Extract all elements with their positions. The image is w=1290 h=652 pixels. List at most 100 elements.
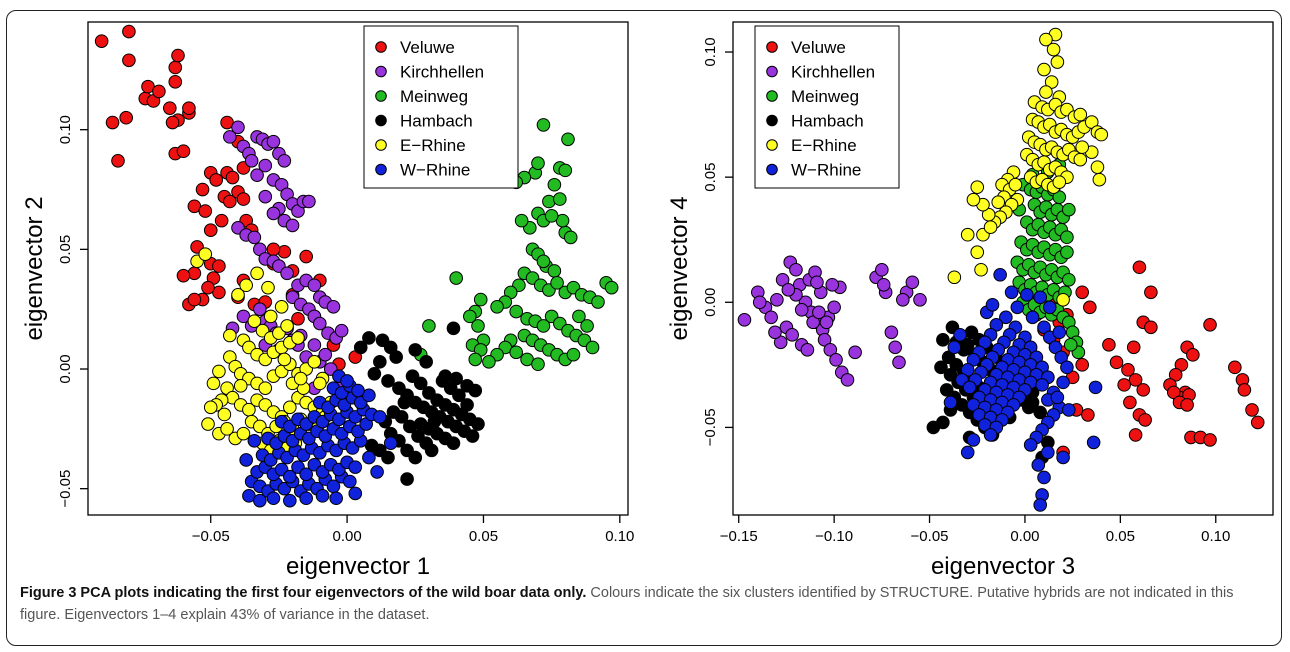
data-point-e-rhine: [274, 299, 289, 314]
y-tick-label: −0.05: [702, 408, 719, 446]
data-point-w-rhine: [239, 453, 253, 467]
data-point-e-rhine: [293, 371, 308, 386]
caption-label: Figure 3 PCA plots indicating the first …: [20, 585, 587, 601]
data-point-veluwe: [1228, 360, 1242, 375]
x-tick-label: 0.05: [469, 528, 498, 545]
data-point-e-rhine: [960, 227, 975, 242]
data-point-e-rhine: [1039, 32, 1053, 47]
data-point-w-rhine: [1010, 300, 1025, 315]
data-point-e-rhine: [1090, 160, 1105, 174]
data-point-w-rhine: [1052, 325, 1067, 340]
legend-label-kirchhellen: Kirchhellen: [791, 63, 875, 82]
data-point-hambach: [419, 355, 433, 369]
data-point-veluwe: [198, 204, 213, 218]
data-point-kirchhellen: [231, 120, 245, 135]
data-point-w-rhine: [1031, 458, 1046, 472]
data-point-e-rhine: [1073, 107, 1088, 122]
data-point-meinweg: [1060, 230, 1074, 245]
legend-label-w-rhine: W−Rhine: [791, 161, 861, 180]
data-point-kirchhellen: [829, 353, 843, 367]
data-point-w-rhine: [383, 436, 398, 451]
data-point-e-rhine: [201, 417, 215, 431]
data-point-meinweg: [1060, 245, 1074, 260]
data-point-veluwe: [1083, 300, 1097, 315]
data-point-e-rhine: [1008, 177, 1023, 192]
data-point-w-rhine: [1050, 390, 1065, 405]
data-point-e-rhine: [983, 220, 998, 235]
data-point-veluwe: [1237, 383, 1252, 397]
data-point-w-rhine: [299, 467, 313, 482]
data-point-kirchhellen: [737, 313, 752, 327]
data-point-kirchhellen: [896, 292, 910, 307]
data-point-veluwe: [165, 115, 180, 130]
data-point-veluwe: [111, 154, 125, 168]
data-point-veluwe: [1245, 403, 1259, 417]
data-point-kirchhellen: [313, 316, 327, 331]
data-point-hambach: [381, 450, 395, 465]
series-kirchhellen: [737, 255, 927, 387]
data-point-kirchhellen: [785, 328, 799, 342]
data-point-e-rhine: [217, 407, 232, 422]
data-point-hambach: [367, 367, 382, 381]
data-point-w-rhine: [1037, 470, 1051, 485]
data-point-e-rhine: [966, 192, 981, 207]
data-point-veluwe: [1174, 358, 1189, 372]
data-point-veluwe: [1109, 355, 1124, 370]
figure-caption: Figure 3 PCA plots indicating the first …: [20, 582, 1270, 626]
x-tick-label: 0.10: [605, 528, 634, 545]
data-point-hambach: [1025, 395, 1040, 410]
data-point-hambach: [926, 420, 941, 435]
data-point-hambach: [452, 388, 466, 403]
data-point-veluwe: [1121, 363, 1135, 377]
data-point-veluwe: [105, 115, 120, 130]
legend-marker-e-rhine: [766, 139, 778, 151]
data-point-hambach: [405, 369, 420, 383]
legend-marker-meinweg: [766, 90, 778, 102]
data-point-kirchhellen: [876, 277, 891, 292]
data-point-e-rhine: [974, 262, 988, 277]
data-point-w-rhine: [1004, 285, 1019, 300]
data-point-hambach: [362, 331, 376, 345]
data-point-kirchhellen: [307, 338, 322, 352]
data-point-e-rhine: [1075, 140, 1089, 154]
y-axis-title: eigenvector 4: [666, 196, 693, 340]
data-point-meinweg: [585, 340, 600, 355]
data-point-meinweg: [422, 319, 436, 333]
data-point-hambach: [465, 429, 480, 443]
data-point-e-rhine: [261, 280, 275, 295]
data-point-w-rhine: [1041, 445, 1055, 460]
x-tick-label: −0.05: [192, 528, 230, 545]
y-axis-title: eigenvector 2: [21, 196, 48, 340]
data-point-hambach: [373, 355, 387, 369]
y-tick-label: 0.05: [702, 163, 719, 192]
legend-marker-hambach: [375, 114, 387, 127]
data-point-veluwe: [152, 84, 166, 99]
data-point-w-rhine: [953, 328, 967, 342]
data-point-kirchhellen: [764, 310, 778, 325]
data-point-kirchhellen: [789, 262, 803, 277]
data-point-veluwe: [223, 194, 237, 209]
data-point-e-rhine: [198, 247, 213, 261]
series-w-rhine: [239, 369, 398, 508]
data-point-w-rhine: [1062, 403, 1076, 417]
data-point-veluwe: [119, 110, 133, 125]
data-point-e-rhine: [212, 364, 226, 379]
data-point-veluwe: [1168, 368, 1183, 382]
data-point-veluwe: [212, 259, 226, 273]
data-point-kirchhellen: [266, 134, 281, 149]
data-point-hambach: [1033, 405, 1048, 420]
data-point-veluwe: [122, 53, 136, 68]
data-point-w-rhine: [978, 335, 992, 350]
data-point-kirchhellen: [277, 154, 292, 168]
data-point-w-rhine: [947, 340, 962, 355]
data-point-meinweg: [561, 132, 575, 147]
data-point-veluwe: [1075, 285, 1089, 300]
data-point-w-rhine: [1033, 498, 1048, 512]
data-point-veluwe: [299, 249, 313, 264]
x-tick-label: −0.10: [815, 528, 853, 545]
data-point-w-rhine: [1023, 438, 1038, 452]
legend-marker-kirchhellen: [375, 65, 387, 78]
data-point-e-rhine: [277, 352, 292, 367]
x-tick-label: 0.05: [1106, 528, 1135, 545]
data-point-w-rhine: [1033, 290, 1048, 305]
